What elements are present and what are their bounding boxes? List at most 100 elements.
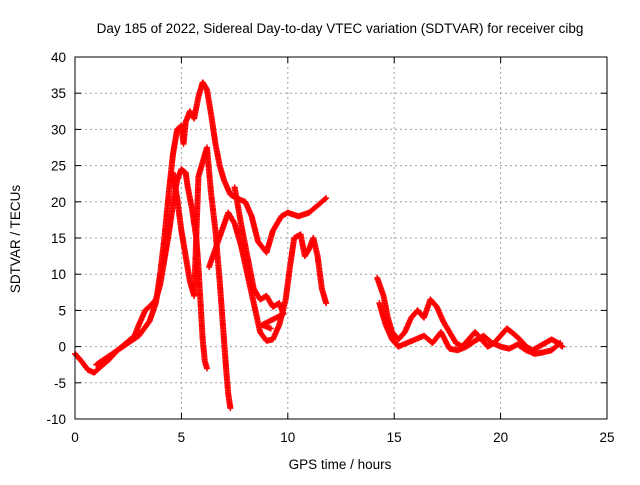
data-point [535,343,542,350]
data-point [250,300,257,307]
y-tick-label: 40 [51,50,66,65]
series-track-branch [231,184,287,332]
data-point [503,325,510,332]
data-point [93,361,100,368]
y-tick-label: 10 [51,267,66,282]
series-track-evening [374,274,566,354]
data-point [389,336,396,343]
data-point [174,126,181,133]
data-point [178,227,185,234]
x-tick-label: 5 [178,430,186,445]
data-point [291,235,298,241]
data-point [463,343,470,350]
data-point [323,300,330,307]
data-point [180,140,187,147]
data-point [395,343,402,350]
data-point [446,329,453,336]
chart-title: Day 185 of 2022, Sidereal Day-to-day VTE… [97,21,584,36]
x-tick-label: 0 [71,430,79,445]
data-point [314,202,321,209]
data-point [186,108,193,115]
data-point [223,365,230,372]
data-point [195,93,202,100]
data-point [559,343,566,350]
data-point [182,253,189,260]
data-point [184,184,191,191]
data-point [380,292,387,299]
data-point [323,195,330,202]
data-point [182,119,189,126]
data-point [280,311,287,318]
data-point [199,158,206,165]
data-point [250,285,257,292]
data-point [212,140,219,147]
data-point [206,263,213,270]
data-point [433,303,440,310]
data-point [542,339,549,346]
data-point [548,347,555,354]
data-point [376,300,383,307]
data-point [208,111,215,118]
data-point [276,300,283,307]
data-point [257,296,264,303]
data-point [412,336,419,343]
data-point [472,329,479,336]
x-tick-label: 15 [387,430,402,445]
data-point [225,390,232,397]
data-point [114,347,121,354]
data-point [301,253,308,260]
data-point [514,341,521,348]
data-point [401,329,408,336]
data-point [263,249,270,256]
data-point [103,354,110,361]
data-point [203,144,210,151]
data-point [91,369,98,376]
data-point [125,339,132,346]
data-point [225,209,232,216]
x-axis-label: GPS time / hours [289,457,392,472]
data-point [282,296,289,303]
data-point [157,271,164,278]
data-point [203,365,210,372]
data-point [244,253,251,260]
y-tick-label: 15 [51,231,66,246]
data-point [446,345,453,352]
data-point [452,339,459,346]
data-point [199,336,206,343]
series-track-late [206,209,330,344]
data-point [189,206,196,213]
series-track-collapse [169,144,234,412]
data-point [201,358,208,365]
data-point [135,321,142,328]
data-point [318,285,325,292]
data-point [216,162,223,169]
data-point [208,191,215,198]
x-tick-label: 20 [493,430,508,445]
data-point [438,329,445,336]
data-layer [72,79,566,412]
data-point [182,169,189,176]
y-tick-label: -10 [46,412,66,427]
data-point [242,198,249,205]
y-tick-label: 35 [51,86,66,101]
data-point [540,349,547,356]
y-tick-label: 20 [51,195,66,210]
data-point [455,347,462,354]
data-point [161,235,168,241]
data-point [284,209,291,216]
data-point [269,303,276,310]
data-point [237,220,244,227]
data-point [548,336,555,343]
series-track-peak [93,79,330,368]
data-point [257,329,264,336]
data-point [227,405,234,412]
ticks: 0 5 10 15 20 25 -10 -5 0 5 10 15 20 25 30 35 40 [46,50,614,445]
data-point [220,336,227,343]
data-point [374,274,381,281]
trace-marker [555,341,562,348]
data-point [497,343,504,350]
data-point [306,209,313,216]
data-point [480,332,487,339]
data-point [414,307,421,314]
data-point [199,79,206,86]
